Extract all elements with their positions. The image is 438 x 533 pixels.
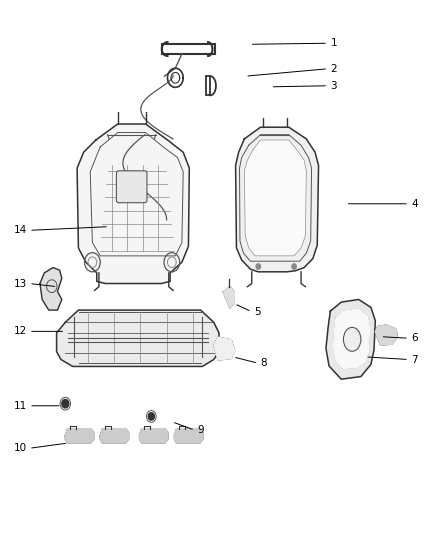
Polygon shape: [57, 310, 219, 367]
Text: 3: 3: [330, 81, 337, 91]
Polygon shape: [333, 309, 370, 368]
Circle shape: [62, 399, 69, 408]
Circle shape: [256, 264, 261, 269]
Polygon shape: [140, 429, 168, 443]
Ellipse shape: [343, 327, 361, 351]
Text: 10: 10: [14, 443, 27, 453]
Polygon shape: [244, 140, 306, 256]
Polygon shape: [174, 429, 203, 443]
Polygon shape: [236, 127, 318, 272]
Circle shape: [292, 264, 296, 269]
Polygon shape: [65, 429, 94, 443]
Text: 9: 9: [197, 425, 204, 435]
Text: 2: 2: [330, 64, 337, 74]
Text: 5: 5: [254, 306, 261, 317]
Text: 14: 14: [14, 225, 27, 236]
Text: 6: 6: [411, 333, 418, 343]
Polygon shape: [214, 337, 235, 360]
Polygon shape: [223, 287, 234, 308]
Polygon shape: [40, 268, 62, 310]
Text: 8: 8: [261, 358, 267, 368]
Polygon shape: [100, 429, 129, 443]
Circle shape: [148, 413, 154, 420]
Text: 4: 4: [411, 199, 418, 209]
Text: 12: 12: [14, 326, 27, 336]
Text: 13: 13: [14, 279, 27, 288]
FancyBboxPatch shape: [117, 171, 147, 203]
Text: 7: 7: [411, 354, 418, 365]
Text: 1: 1: [330, 38, 337, 48]
Text: 11: 11: [14, 401, 27, 411]
Polygon shape: [326, 300, 375, 379]
Polygon shape: [375, 325, 397, 345]
Polygon shape: [77, 124, 189, 284]
